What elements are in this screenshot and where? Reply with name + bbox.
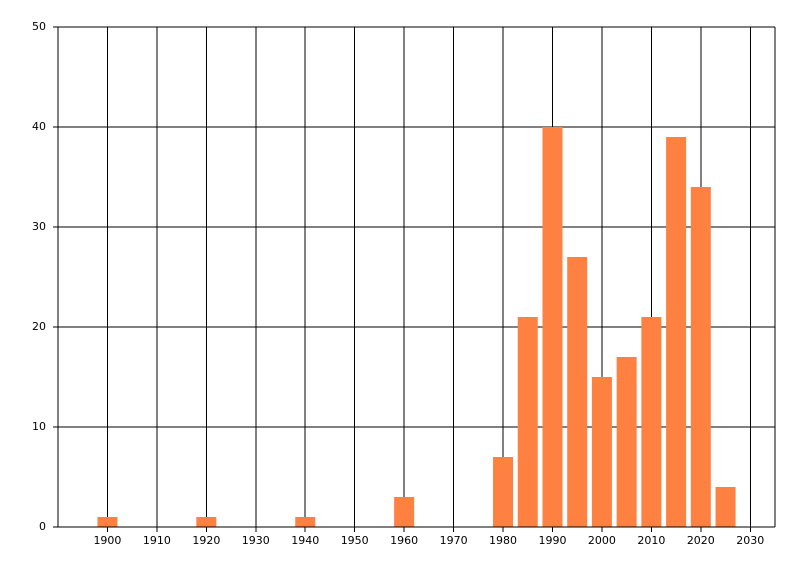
bar (295, 517, 316, 527)
x-tick-label: 2000 (588, 534, 616, 547)
bar (394, 497, 415, 527)
y-tick-label: 50 (32, 20, 46, 33)
bar (542, 127, 563, 527)
x-tick-label: 2020 (687, 534, 715, 547)
y-tick-label: 10 (32, 420, 46, 433)
x-tick-label: 2030 (736, 534, 764, 547)
y-tick-label: 30 (32, 220, 46, 233)
bar (641, 317, 662, 527)
x-tick-label: 1970 (440, 534, 468, 547)
y-tick-label: 0 (39, 520, 46, 533)
x-tick-label: 1900 (93, 534, 121, 547)
bar (567, 257, 588, 527)
bar (715, 487, 736, 527)
x-tick-label: 1950 (341, 534, 369, 547)
y-tick-label: 20 (32, 320, 46, 333)
bar (493, 457, 514, 527)
bar (517, 317, 538, 527)
x-tick-label: 1960 (390, 534, 418, 547)
bar (690, 187, 711, 527)
x-tick-label: 1920 (192, 534, 220, 547)
bar (616, 357, 637, 527)
x-tick-label: 1930 (242, 534, 270, 547)
x-tick-label: 1940 (291, 534, 319, 547)
bar (591, 377, 612, 527)
x-tick-label: 1980 (489, 534, 517, 547)
bar (196, 517, 217, 527)
bar (666, 137, 687, 527)
x-tick-label: 1910 (143, 534, 171, 547)
x-tick-label: 2010 (637, 534, 665, 547)
bar (97, 517, 118, 527)
y-tick-label: 40 (32, 120, 46, 133)
x-tick-label: 1990 (538, 534, 566, 547)
